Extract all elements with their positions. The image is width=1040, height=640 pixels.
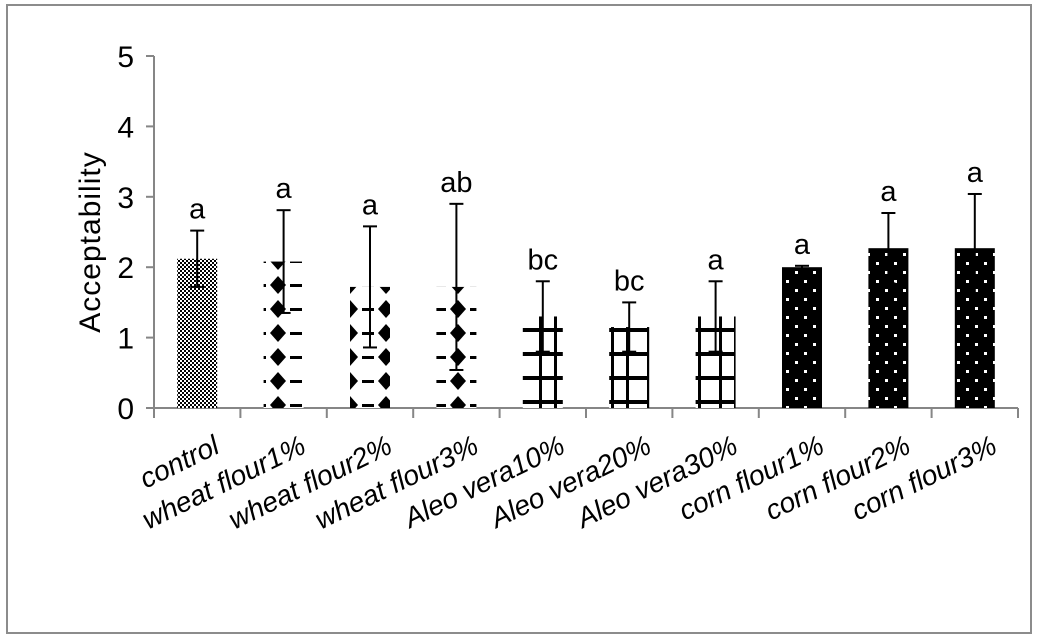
significance-label: a: [794, 229, 811, 261]
y-tick-label: 1: [117, 323, 134, 356]
significance-label: ab: [440, 167, 472, 199]
significance-label: a: [967, 157, 984, 189]
significance-label: a: [276, 173, 293, 205]
bars: [177, 248, 995, 408]
y-tick-label: 3: [117, 182, 134, 215]
error-bars: [190, 192, 982, 371]
y-tick-label: 2: [117, 252, 134, 285]
chart-frame: 0 1 2 3 4 5 a a a ab bc bc a a a a control wheat flour1…: [6, 4, 1032, 634]
significance-label: a: [708, 244, 725, 276]
significance-label: a: [880, 176, 897, 208]
significance-labels: a a a ab bc bc a a a a: [189, 157, 984, 297]
significance-label: bc: [614, 265, 645, 297]
y-tick-label: 4: [117, 111, 134, 144]
bar: [782, 267, 822, 408]
significance-label: a: [362, 189, 379, 221]
significance-label: a: [189, 194, 206, 226]
significance-label: bc: [527, 244, 558, 276]
y-tick-label: 5: [117, 41, 134, 74]
y-ticks: 0 1 2 3 4 5: [117, 41, 154, 426]
y-tick-label: 0: [117, 393, 134, 426]
y-axis-label: Acceptability: [74, 151, 107, 332]
